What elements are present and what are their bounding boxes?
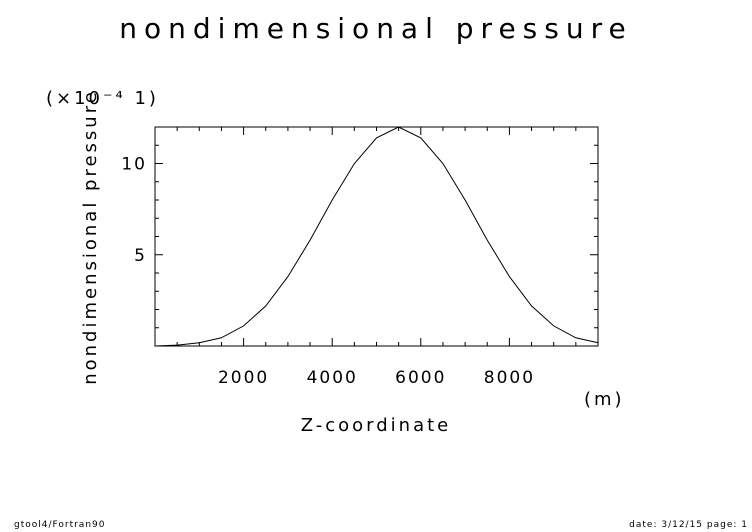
x-tick-label: 2000 (218, 368, 269, 388)
y-ticks: 5 10 (121, 144, 598, 329)
plot-frame (154, 126, 599, 347)
x-ticks: 2000 4000 6000 8000 (176, 127, 577, 388)
x-tick-label: 6000 (395, 368, 446, 388)
y-scale-label: (×10⁻⁴ 1) (46, 88, 159, 109)
series-line (154, 126, 599, 347)
x-tick-label: 8000 (484, 368, 535, 388)
y-tick-label: 10 (121, 155, 147, 175)
y-tick-label: 5 (134, 246, 147, 266)
chart-title: nondimensional pressure (119, 12, 632, 45)
footer-right: date: 3/12/15 page: 1 (629, 520, 748, 530)
y-axis-label: nondimensional pressure (80, 89, 101, 385)
x-tick-label: 4000 (307, 368, 358, 388)
footer-left: gtool4/Fortran90 (14, 520, 105, 530)
data-points (155, 127, 598, 346)
x-axis-label: Z-coordinate (301, 415, 452, 436)
x-axis-unit: (m) (584, 389, 625, 410)
